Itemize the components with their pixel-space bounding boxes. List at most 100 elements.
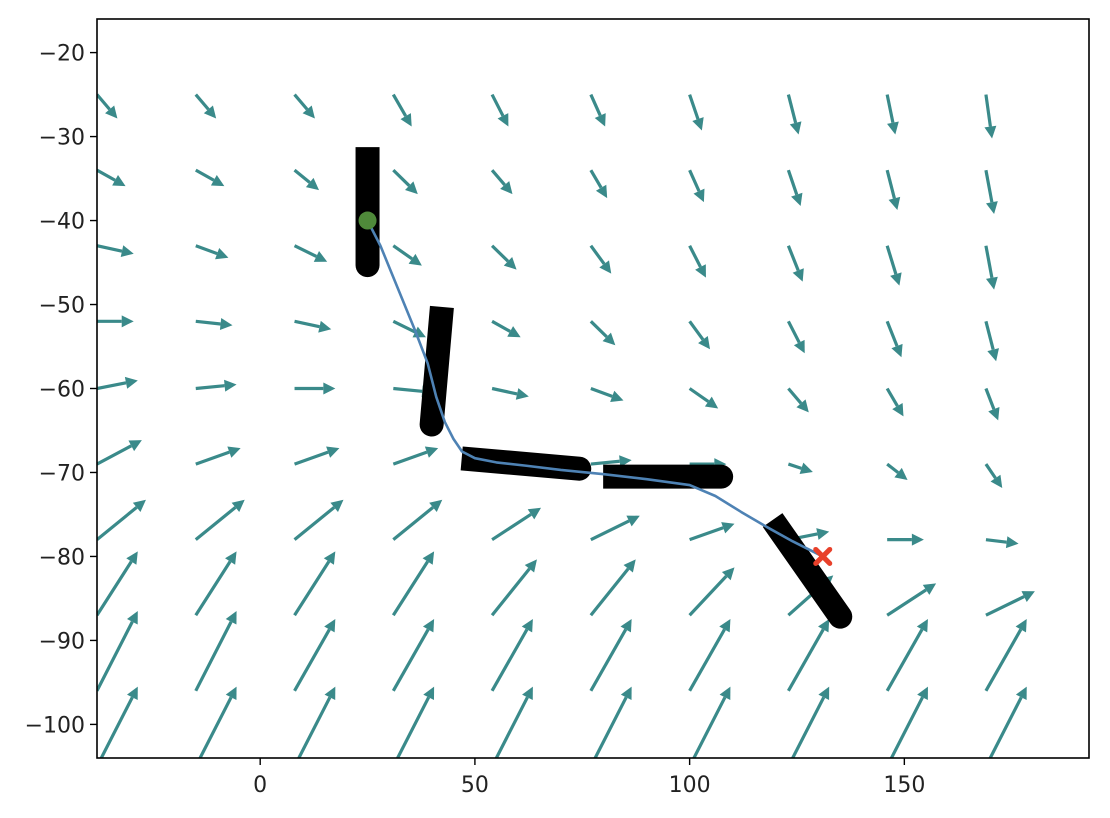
field-arrow: [195, 318, 233, 330]
field-arrow-head: [719, 686, 731, 701]
field-arrow-head: [224, 379, 237, 392]
field-arrow: [589, 559, 636, 617]
field-arrow-shaft: [988, 696, 1023, 758]
field-arrow: [97, 244, 134, 258]
field-arrow-shaft: [195, 244, 218, 256]
field-arrow: [97, 93, 118, 119]
field-arrow: [97, 168, 126, 187]
field-arrow: [392, 169, 418, 195]
field-arrow-shaft: [590, 386, 613, 398]
field-arrow: [590, 386, 624, 402]
field-arrow: [984, 169, 998, 215]
field-arrow-shaft: [589, 169, 603, 189]
field-arrow-head: [626, 515, 640, 527]
field-arrow: [885, 245, 902, 286]
field-arrow-head: [112, 175, 126, 187]
field-arrow: [194, 168, 225, 187]
x-axis: 0 50 100 150: [253, 758, 925, 798]
field-arrow-shaft: [97, 381, 127, 391]
field-arrow-shaft: [195, 450, 230, 466]
y-tick-label: −80: [39, 545, 85, 570]
field-arrow-shaft: [589, 93, 602, 117]
field-arrow-head: [423, 686, 435, 701]
field-arrow: [887, 533, 924, 546]
field-arrow: [988, 686, 1027, 758]
field-arrow: [589, 93, 606, 127]
boat-pose: [460, 446, 592, 481]
field-arrow-shaft: [984, 94, 992, 127]
field-arrow: [787, 387, 809, 413]
field-arrow: [886, 462, 908, 481]
field-arrow-shaft: [490, 93, 505, 117]
field-arrow-head: [408, 253, 422, 266]
field-arrow-head: [521, 619, 533, 633]
field-arrow-head: [791, 192, 803, 207]
field-arrow: [787, 619, 830, 692]
field-arrow-head: [704, 396, 719, 409]
field-arrow: [984, 245, 998, 290]
field-arrow: [590, 455, 632, 468]
field-arrow-head: [203, 105, 217, 119]
field-arrow: [786, 94, 802, 135]
field-arrow-shaft: [99, 696, 134, 758]
field-arrow: [494, 686, 533, 758]
field-arrow-shaft: [194, 620, 233, 692]
field-arrow-shaft: [97, 444, 133, 466]
field-arrow: [490, 169, 513, 195]
field-arrow: [787, 462, 813, 475]
field-arrow-shaft: [589, 567, 630, 617]
field-arrow-shaft: [889, 696, 924, 758]
start-marker: [358, 211, 377, 230]
field-arrow-head: [219, 318, 233, 330]
field-arrow: [293, 551, 336, 617]
field-arrow: [985, 536, 1019, 549]
boat-poses: [355, 147, 853, 629]
field-arrow-head: [693, 188, 705, 203]
field-arrow: [984, 320, 999, 362]
field-arrow-shaft: [984, 463, 997, 479]
field-arrow-head: [692, 117, 704, 131]
field-arrow: [786, 320, 805, 354]
field-arrow-shaft: [491, 319, 511, 333]
field-arrow: [790, 686, 830, 758]
field-arrow: [293, 244, 328, 262]
field-arrow-head: [231, 499, 245, 513]
field-arrow-shaft: [885, 245, 898, 275]
field-arrow-head: [986, 276, 998, 290]
field-arrow-head: [620, 619, 632, 633]
field-arrow: [293, 499, 344, 541]
field-arrow-head: [121, 315, 134, 328]
boat-pose: [762, 513, 853, 629]
field-arrow-head: [916, 619, 928, 633]
y-tick-label: −30: [39, 126, 85, 151]
field-arrow-shaft: [97, 560, 133, 617]
field-arrow: [491, 319, 521, 338]
field-arrow-head: [892, 403, 904, 417]
field-arrow: [589, 320, 616, 346]
field-arrow: [297, 686, 336, 758]
field-arrow: [97, 611, 138, 692]
end-marker: [813, 546, 833, 566]
field-arrow: [293, 93, 315, 119]
field-arrow: [391, 619, 435, 692]
field-arrow-head: [594, 113, 606, 127]
field-arrow-head: [225, 551, 237, 565]
field-arrow-shaft: [293, 560, 331, 617]
field-arrow: [294, 319, 332, 333]
field-arrow-shaft: [786, 320, 801, 344]
field-arrow: [194, 611, 237, 692]
field-arrow-head: [326, 446, 340, 458]
end-marker-stroke: [813, 546, 833, 566]
field-arrow-shaft: [886, 588, 927, 617]
field-arrow: [786, 169, 803, 207]
field-arrow-head: [126, 611, 138, 625]
field-arrow: [886, 583, 937, 617]
field-arrow-head: [1005, 536, 1019, 549]
field-arrow-shaft: [885, 169, 896, 199]
boat-pose: [603, 464, 734, 489]
field-arrow-head: [503, 256, 517, 270]
field-arrow-head: [721, 522, 735, 534]
field-arrow: [490, 244, 517, 270]
x-tick-label: 50: [461, 773, 489, 798]
